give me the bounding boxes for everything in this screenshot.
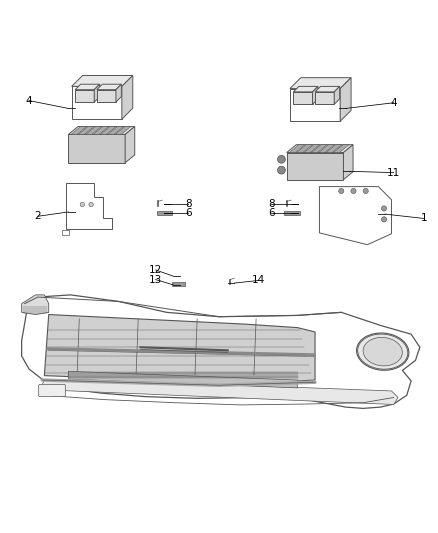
FancyBboxPatch shape xyxy=(172,282,184,286)
Circle shape xyxy=(381,206,387,211)
Polygon shape xyxy=(72,86,122,119)
Circle shape xyxy=(381,217,387,222)
Polygon shape xyxy=(100,126,116,134)
Polygon shape xyxy=(313,86,318,104)
Polygon shape xyxy=(319,144,334,152)
Polygon shape xyxy=(71,126,87,134)
Polygon shape xyxy=(297,144,312,152)
Polygon shape xyxy=(290,88,340,122)
Text: 6: 6 xyxy=(185,208,192,218)
Polygon shape xyxy=(66,183,112,229)
Text: 12: 12 xyxy=(149,265,162,275)
Text: 8: 8 xyxy=(185,199,192,208)
Polygon shape xyxy=(68,126,135,134)
Polygon shape xyxy=(287,144,353,152)
Polygon shape xyxy=(97,84,121,90)
Polygon shape xyxy=(21,295,49,314)
Polygon shape xyxy=(40,380,398,405)
Text: 4: 4 xyxy=(26,95,32,106)
Text: 8: 8 xyxy=(268,199,275,208)
Polygon shape xyxy=(72,76,133,86)
Text: 13: 13 xyxy=(149,274,162,285)
Circle shape xyxy=(363,188,368,193)
Ellipse shape xyxy=(363,337,403,366)
Polygon shape xyxy=(21,295,420,408)
Polygon shape xyxy=(68,372,297,388)
Polygon shape xyxy=(293,86,318,92)
Polygon shape xyxy=(343,144,353,180)
Polygon shape xyxy=(116,84,121,102)
Polygon shape xyxy=(319,187,392,245)
Polygon shape xyxy=(333,144,349,152)
Polygon shape xyxy=(287,152,343,180)
Polygon shape xyxy=(125,126,135,163)
Circle shape xyxy=(80,203,85,207)
Polygon shape xyxy=(68,134,125,163)
Polygon shape xyxy=(97,90,116,102)
Polygon shape xyxy=(75,90,94,102)
Polygon shape xyxy=(289,144,305,152)
FancyBboxPatch shape xyxy=(39,384,65,397)
Polygon shape xyxy=(108,126,124,134)
Polygon shape xyxy=(78,126,94,134)
Polygon shape xyxy=(326,144,342,152)
Text: 2: 2 xyxy=(35,211,41,221)
FancyBboxPatch shape xyxy=(156,211,172,215)
Polygon shape xyxy=(315,92,334,104)
Text: 4: 4 xyxy=(390,98,397,108)
Polygon shape xyxy=(75,84,100,90)
FancyBboxPatch shape xyxy=(62,230,69,235)
Polygon shape xyxy=(304,144,320,152)
Text: 11: 11 xyxy=(387,168,400,177)
Polygon shape xyxy=(44,314,315,384)
Circle shape xyxy=(89,203,93,207)
Polygon shape xyxy=(86,126,101,134)
Circle shape xyxy=(351,188,356,193)
Polygon shape xyxy=(290,78,351,88)
FancyBboxPatch shape xyxy=(285,211,300,215)
Polygon shape xyxy=(315,86,340,92)
Polygon shape xyxy=(122,76,133,119)
Circle shape xyxy=(278,166,286,174)
Polygon shape xyxy=(93,126,109,134)
Polygon shape xyxy=(293,92,313,104)
Polygon shape xyxy=(115,126,131,134)
Ellipse shape xyxy=(357,333,409,370)
Polygon shape xyxy=(334,86,340,104)
Text: 1: 1 xyxy=(421,214,427,223)
Circle shape xyxy=(339,188,344,193)
Text: 6: 6 xyxy=(268,208,275,218)
Polygon shape xyxy=(340,78,351,122)
Polygon shape xyxy=(311,144,327,152)
Circle shape xyxy=(278,156,286,163)
Text: 14: 14 xyxy=(252,276,265,286)
Polygon shape xyxy=(94,84,100,102)
